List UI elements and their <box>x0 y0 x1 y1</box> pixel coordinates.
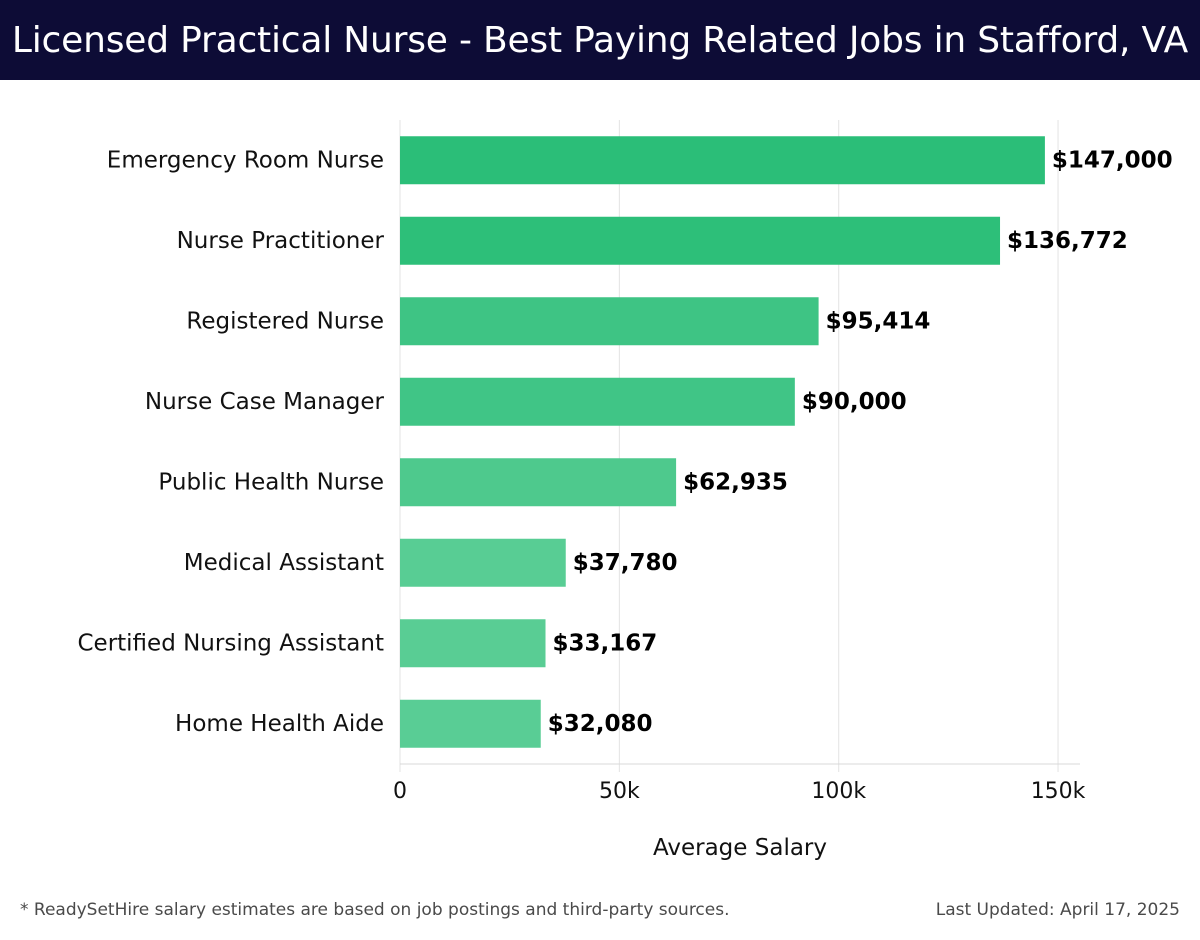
category-label-4: Public Health Nurse <box>158 469 384 495</box>
category-label-2: Registered Nurse <box>186 308 384 334</box>
category-label-3: Nurse Case Manager <box>145 389 385 415</box>
category-label-0: Emergency Room Nurse <box>107 147 384 173</box>
value-label-5: $37,780 <box>573 550 678 576</box>
x-tick-label-2: 100k <box>811 779 866 804</box>
value-label-1: $136,772 <box>1007 228 1128 254</box>
bar-2 <box>400 297 819 346</box>
bar-1 <box>400 216 1001 265</box>
category-label-1: Nurse Practitioner <box>177 228 385 254</box>
value-label-2: $95,414 <box>826 308 931 334</box>
bar-6 <box>400 619 546 668</box>
bar-4 <box>400 458 677 507</box>
category-label-6: Certified Nursing Assistant <box>77 630 384 656</box>
header-bar: Licensed Practical Nurse - Best Paying R… <box>0 0 1200 80</box>
chart-area: Emergency Room Nurse $147,000 Nurse Practi… <box>0 80 1200 880</box>
chart-title: Licensed Practical Nurse - Best Paying R… <box>11 19 1189 61</box>
label-layer: Emergency Room Nurse $147,000 Nurse Practi… <box>77 147 1172 737</box>
x-tick-label-1: 50k <box>599 779 640 804</box>
category-label-7: Home Health Aide <box>175 711 384 737</box>
value-label-6: $33,167 <box>553 630 658 656</box>
value-label-7: $32,080 <box>548 711 653 737</box>
value-label-0: $147,000 <box>1052 147 1173 173</box>
value-label-4: $62,935 <box>683 469 788 495</box>
bar-0 <box>400 136 1045 185</box>
axis-layer: 0 50k 100k 150k Average Salary <box>393 763 1086 861</box>
bar-chart: Emergency Room Nurse $147,000 Nurse Practi… <box>77 120 1173 861</box>
footer-disclaimer: * ReadySetHire salary estimates are base… <box>20 900 730 920</box>
category-label-5: Medical Assistant <box>184 550 384 576</box>
bar-3 <box>400 377 795 426</box>
bar-7 <box>400 699 541 748</box>
bar-layer <box>400 136 1045 748</box>
value-label-3: $90,000 <box>802 389 907 415</box>
x-axis-title: Average Salary <box>653 835 827 861</box>
x-tick-label-3: 150k <box>1031 779 1086 804</box>
bar-5 <box>400 538 566 587</box>
x-tick-label-0: 0 <box>393 779 407 804</box>
footer-last-updated: Last Updated: April 17, 2025 <box>935 900 1180 920</box>
